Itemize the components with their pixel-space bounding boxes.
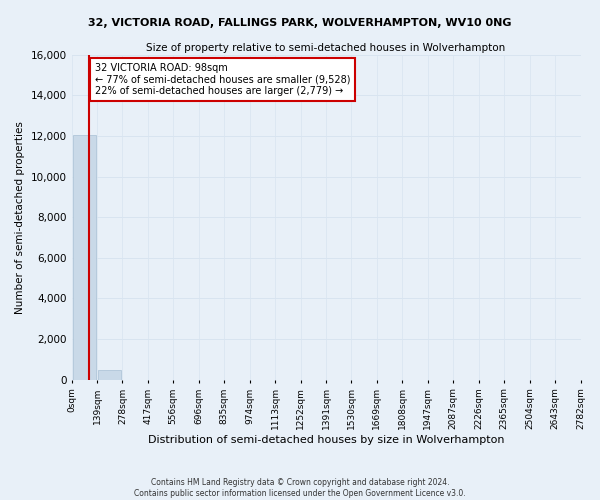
Title: Size of property relative to semi-detached houses in Wolverhampton: Size of property relative to semi-detach… <box>146 42 506 52</box>
Text: 32 VICTORIA ROAD: 98sqm
← 77% of semi-detached houses are smaller (9,528)
22% of: 32 VICTORIA ROAD: 98sqm ← 77% of semi-de… <box>95 63 350 96</box>
Bar <box>73 135 96 380</box>
Text: 32, VICTORIA ROAD, FALLINGS PARK, WOLVERHAMPTON, WV10 0NG: 32, VICTORIA ROAD, FALLINGS PARK, WOLVER… <box>88 18 512 28</box>
X-axis label: Distribution of semi-detached houses by size in Wolverhampton: Distribution of semi-detached houses by … <box>148 435 504 445</box>
Text: Contains HM Land Registry data © Crown copyright and database right 2024.
Contai: Contains HM Land Registry data © Crown c… <box>134 478 466 498</box>
Y-axis label: Number of semi-detached properties: Number of semi-detached properties <box>15 120 25 314</box>
Bar <box>98 370 121 380</box>
